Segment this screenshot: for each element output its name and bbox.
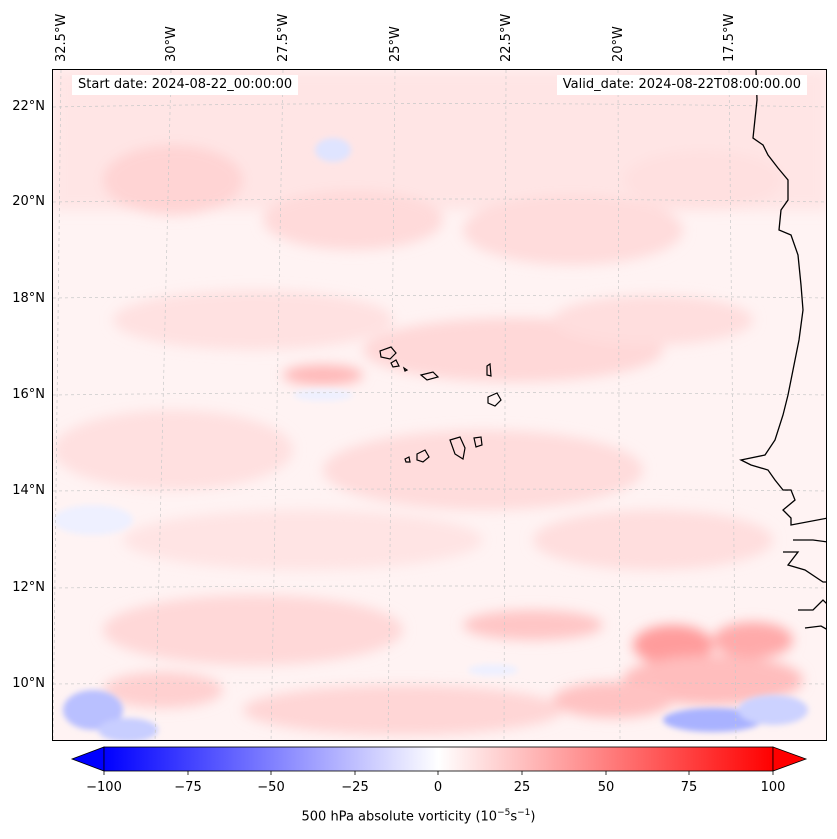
colorbar-tick-marks	[103, 771, 774, 775]
colorbar-tick-100: 100	[760, 780, 786, 795]
start-date-label: Start date: 2024-08-22_00:00:00	[72, 75, 299, 95]
colorbar-body	[103, 746, 774, 772]
colorbar-label-exp1: −5	[497, 808, 511, 818]
colorbar-tick-neg75: −75	[174, 780, 202, 795]
colorbar-label: 500 hPa absolute vorticity (10−5s−1)	[0, 808, 837, 824]
colorbar-high-extend	[772, 746, 808, 772]
africa-coastline	[739, 70, 826, 630]
vorticity-negative-patches	[53, 138, 808, 740]
colorbar-label-exp2: −1	[517, 808, 531, 818]
valid-date-label: Valid_date: 2024-08-22T08:00:00.00	[556, 75, 807, 95]
colorbar-tick-75: 75	[680, 780, 698, 795]
vorticity-positive-patches	[53, 70, 826, 735]
lat-label-18n: 18°N	[12, 291, 45, 306]
colorbar-tick-neg25: −25	[341, 780, 369, 795]
lat-label-12n: 12°N	[12, 580, 45, 595]
lat-label-10n: 10°N	[12, 676, 45, 691]
lat-label-16n: 16°N	[12, 387, 45, 402]
colorbar-label-main: 500 hPa absolute vorticity (10	[301, 809, 498, 825]
map-panel	[52, 69, 827, 741]
colorbar-tick-neg50: −50	[257, 780, 285, 795]
lat-label-22n: 22°N	[12, 99, 45, 114]
lat-label-14n: 14°N	[12, 483, 45, 498]
colorbar-label-mid: s	[510, 809, 518, 825]
colorbar-tick-0: 0	[433, 780, 443, 795]
colorbar-low-extend	[70, 746, 105, 772]
colorbar-tick-neg100: −100	[86, 780, 122, 795]
lat-label-20n: 20°N	[12, 194, 45, 209]
colorbar-label-end: )	[530, 809, 536, 825]
colorbar-tick-25: 25	[513, 780, 531, 795]
vorticity-field-map	[53, 70, 826, 740]
colorbar-tick-50: 50	[597, 780, 615, 795]
cape-verde-islands	[379, 346, 502, 463]
graticule	[53, 70, 826, 740]
